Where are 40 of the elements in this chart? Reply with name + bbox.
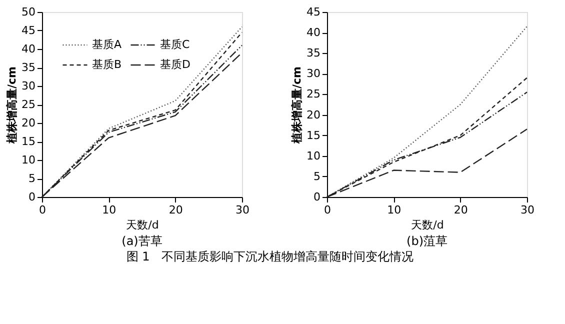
y-axis-title: 植株增高量/cm [6,66,19,144]
x-tick-label: 0 [324,204,331,216]
y-tick-label: 0 [314,190,320,204]
x-tick-label: 0 [39,204,46,216]
y-tick-label: 45 [306,6,320,18]
text: (a)苦草 [122,234,162,248]
y-tick-label: 10 [22,154,36,166]
y-tick-label: 5 [28,172,36,185]
x-tick-label: 10 [102,204,116,216]
y-tick-label: 15 [306,128,320,142]
y-tick-label: 35 [22,61,36,74]
x-tick-label: 30 [236,204,250,216]
y-tick-label: 5 [314,170,320,183]
y-tick-label: 15 [22,135,36,148]
y-tick-label: 20 [22,116,36,130]
y-tick-label: 40 [306,26,320,40]
legend-label: 基质D [160,58,190,71]
y-axis-title: 植株增高量/cm [290,66,304,144]
y-tick-label: 25 [22,98,36,111]
x-axis-title: 天数/d [126,218,159,232]
y-tick-label: 20 [306,108,320,122]
x-tick-label: 20 [454,204,468,216]
y-tick-label: 25 [306,88,320,101]
y-tick-label: 40 [22,42,36,56]
y-tick-label: 50 [22,6,36,18]
legend-label: 基质A [92,38,122,51]
legend-label: 基质C [160,38,190,51]
text: (b)菹草 [406,234,448,248]
x-axis-title: 天数/d [411,218,444,232]
caption: 图 1 不同基质影响下沉水植物增高量随时间变化情况 [126,250,414,264]
y-tick-label: 35 [306,46,320,60]
y-tick-label: 30 [22,80,36,92]
legend-label: 基质B [92,58,122,71]
y-tick-label: 30 [306,67,320,80]
y-tick-label: 0 [28,190,36,204]
x-tick-label: 20 [168,204,183,216]
x-tick-label: 30 [520,204,534,216]
x-tick-label: 10 [387,204,402,216]
y-tick-label: 45 [22,24,36,37]
y-tick-label: 10 [306,149,320,162]
